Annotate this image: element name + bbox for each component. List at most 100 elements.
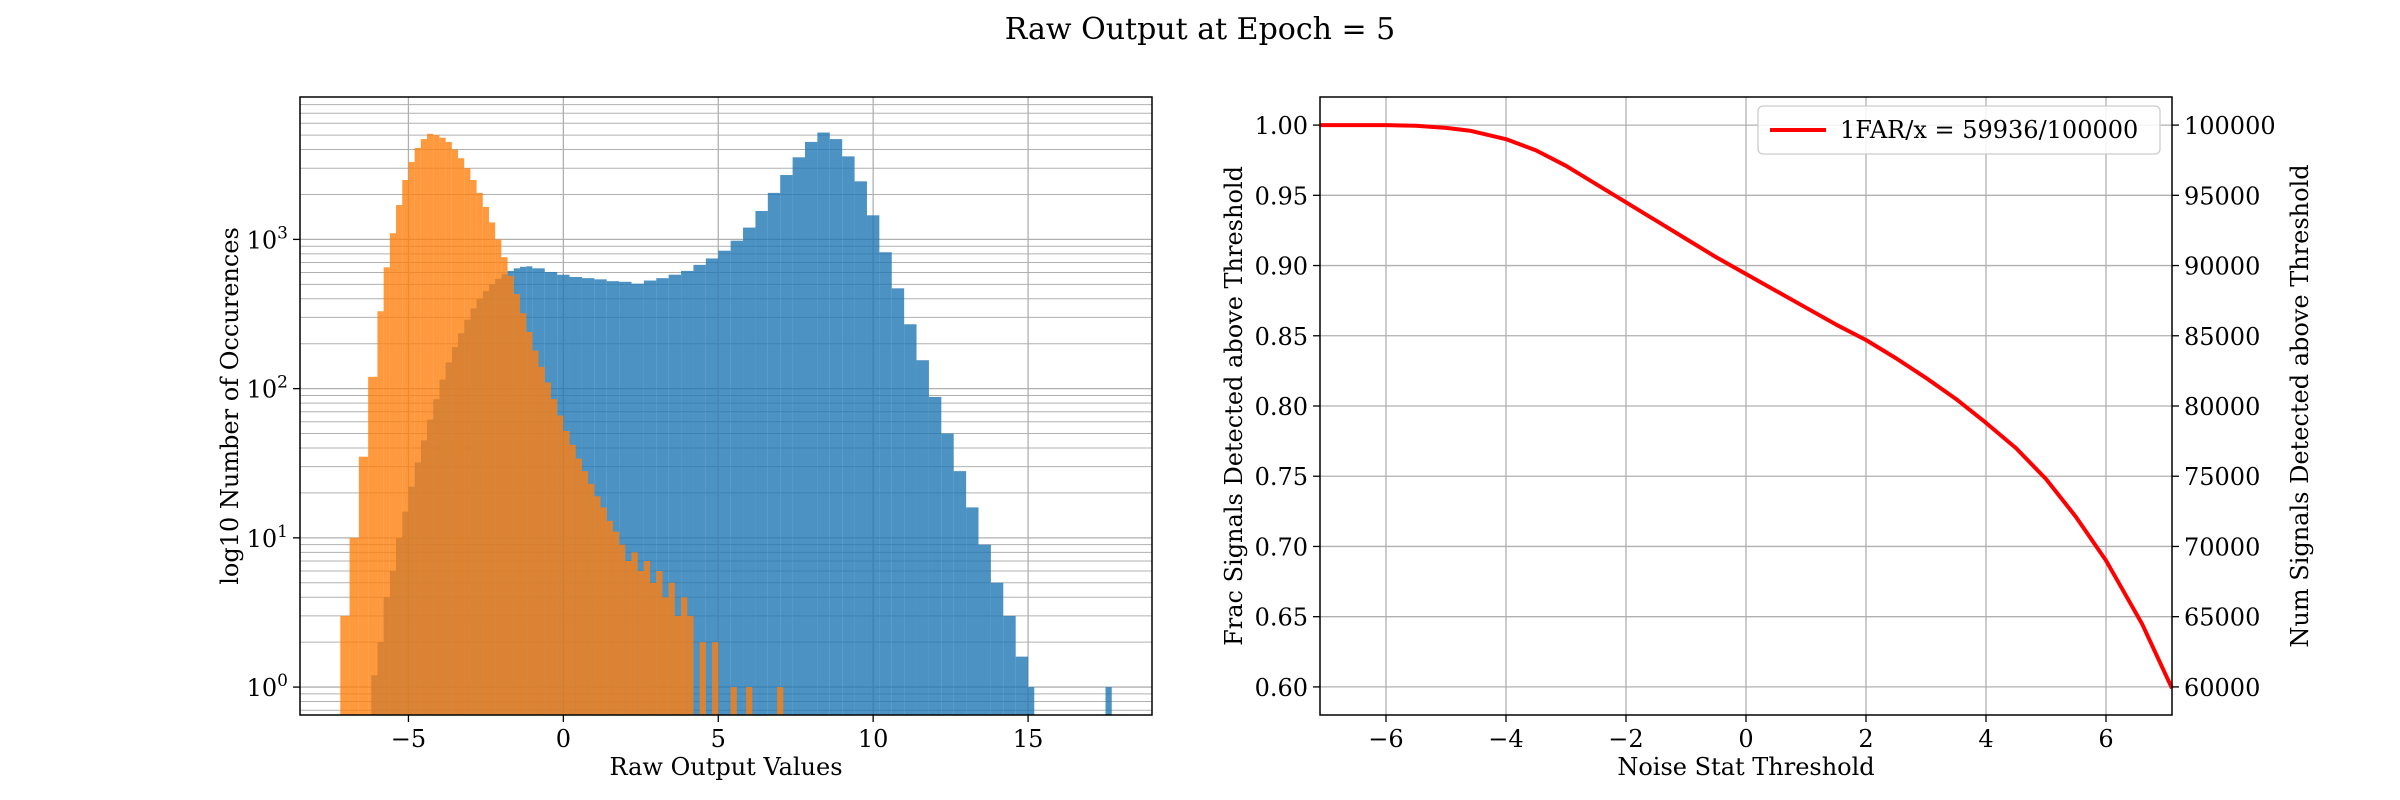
y-tick-label: 1.00 [1255,112,1308,140]
y-right-tick-label: 70000 [2184,533,2260,561]
orange-bar [396,205,403,715]
orange-bar [414,147,421,715]
y-right-tick-label: 90000 [2184,253,2260,281]
orange-bar [606,520,613,715]
blue-bar [854,181,867,715]
y-tick-label: 0.85 [1255,323,1308,351]
orange-bar [538,366,545,715]
x-tick-label: −2 [1608,725,1643,753]
orange-bar [476,192,483,715]
orange-bar [730,687,737,715]
orange-bar [575,458,582,715]
orange-bar [777,687,784,715]
orange-bar [612,531,620,715]
y-tick-label: 0.95 [1255,182,1308,210]
blue-bar [866,215,880,715]
y-tick-exponent: 1 [277,522,288,542]
y-right-tick-label: 80000 [2184,393,2260,421]
blue-bar [891,288,905,715]
y-tick-base: 10 [247,674,278,702]
orange-bar [458,158,465,715]
orange-bar [643,560,651,715]
y-axis-right-label: Num Signals Detected above Threshold [2286,164,2314,647]
orange-bar [349,537,359,715]
blue-bar [693,264,706,715]
x-tick-label: −5 [391,725,426,753]
orange-bar [637,570,644,715]
blue-bar [941,433,954,715]
y-right-tick-label: 65000 [2184,604,2260,632]
blue-bar [755,210,768,715]
y-tick-label: 0.80 [1255,393,1308,421]
blue-bar [730,240,744,715]
orange-bar [383,267,390,715]
y-axis-label: log10 Number of Occurences [216,227,244,585]
orange-bar [368,376,378,715]
line-panel: −6 −4 −2 0 2 4 6 0.60 0.65 0.70 0.75 0.80 0.85 0.90 0.… [1220,96,2314,781]
orange-bar [550,399,558,715]
orange-bar [600,507,607,715]
orange-bar [650,582,657,715]
x-tick-label: −6 [1368,725,1403,753]
y-tick-exponent: 2 [277,373,288,393]
orange-bar [699,642,706,715]
y-right-tick-label: 60000 [2184,674,2260,702]
orange-bar [746,687,753,715]
blue-bar [842,156,855,716]
histogram-bars [340,132,1112,716]
blue-bar [1028,687,1035,715]
y-tick-base: 10 [247,376,278,404]
orange-bar [402,180,409,715]
x-tick-label: 5 [711,725,726,753]
orange-bar [712,642,719,715]
blue-bar [780,175,793,716]
orange-bar [464,168,471,715]
orange-bar [513,294,520,715]
blue-bar [792,157,806,715]
blue-bar [904,324,917,715]
y-tick-exponent: 0 [277,671,288,691]
orange-bar [482,206,489,715]
x-tick-label: 6 [2098,725,2113,753]
blue-bar [953,471,967,715]
x-axis-label: Raw Output Values [609,753,842,781]
series-line [1320,123,2174,690]
blue-bar [705,258,719,715]
orange-bar [427,133,434,715]
legend-label: 1FAR/x = 59936/100000 [1840,116,2138,144]
orange-bar [526,331,533,715]
blue-bar [1105,687,1112,715]
y-right-tick-label: 75000 [2184,463,2260,491]
x-tick-label: 0 [556,725,571,753]
y-tick-label: 0.65 [1255,604,1308,632]
x-tick-label: 2 [1858,725,1873,753]
orange-bar [470,180,477,715]
y-tick-label: 100 [247,671,288,702]
orange-bar [662,597,669,715]
blue-bar [767,192,781,715]
orange-bar [358,456,369,715]
orange-bar [668,582,675,715]
blue-bar [928,396,942,715]
orange-bar [420,139,428,715]
y-tick-label: 0.75 [1255,463,1308,491]
x-axis-label: Noise Stat Threshold [1617,753,1874,781]
legend-box [1757,105,2161,155]
y-tick-label: 0.60 [1255,674,1308,702]
orange-bar [687,615,694,715]
histogram-frame [299,96,1153,716]
orange-bar [445,141,452,715]
y-tick-base: 10 [247,525,278,553]
blue-bar [743,227,756,715]
y-tick-label: 103 [247,223,288,254]
orange-bar [519,313,527,715]
orange-bar [532,350,539,715]
orange-bar [433,135,440,716]
x-tick-label: 15 [1013,725,1044,753]
orange-bar [439,137,446,716]
blue-bar [805,141,818,715]
figure-title: Raw Output at Epoch = 5 [1004,12,1396,47]
orange-bar [625,560,632,715]
blue-bar [990,582,1004,715]
